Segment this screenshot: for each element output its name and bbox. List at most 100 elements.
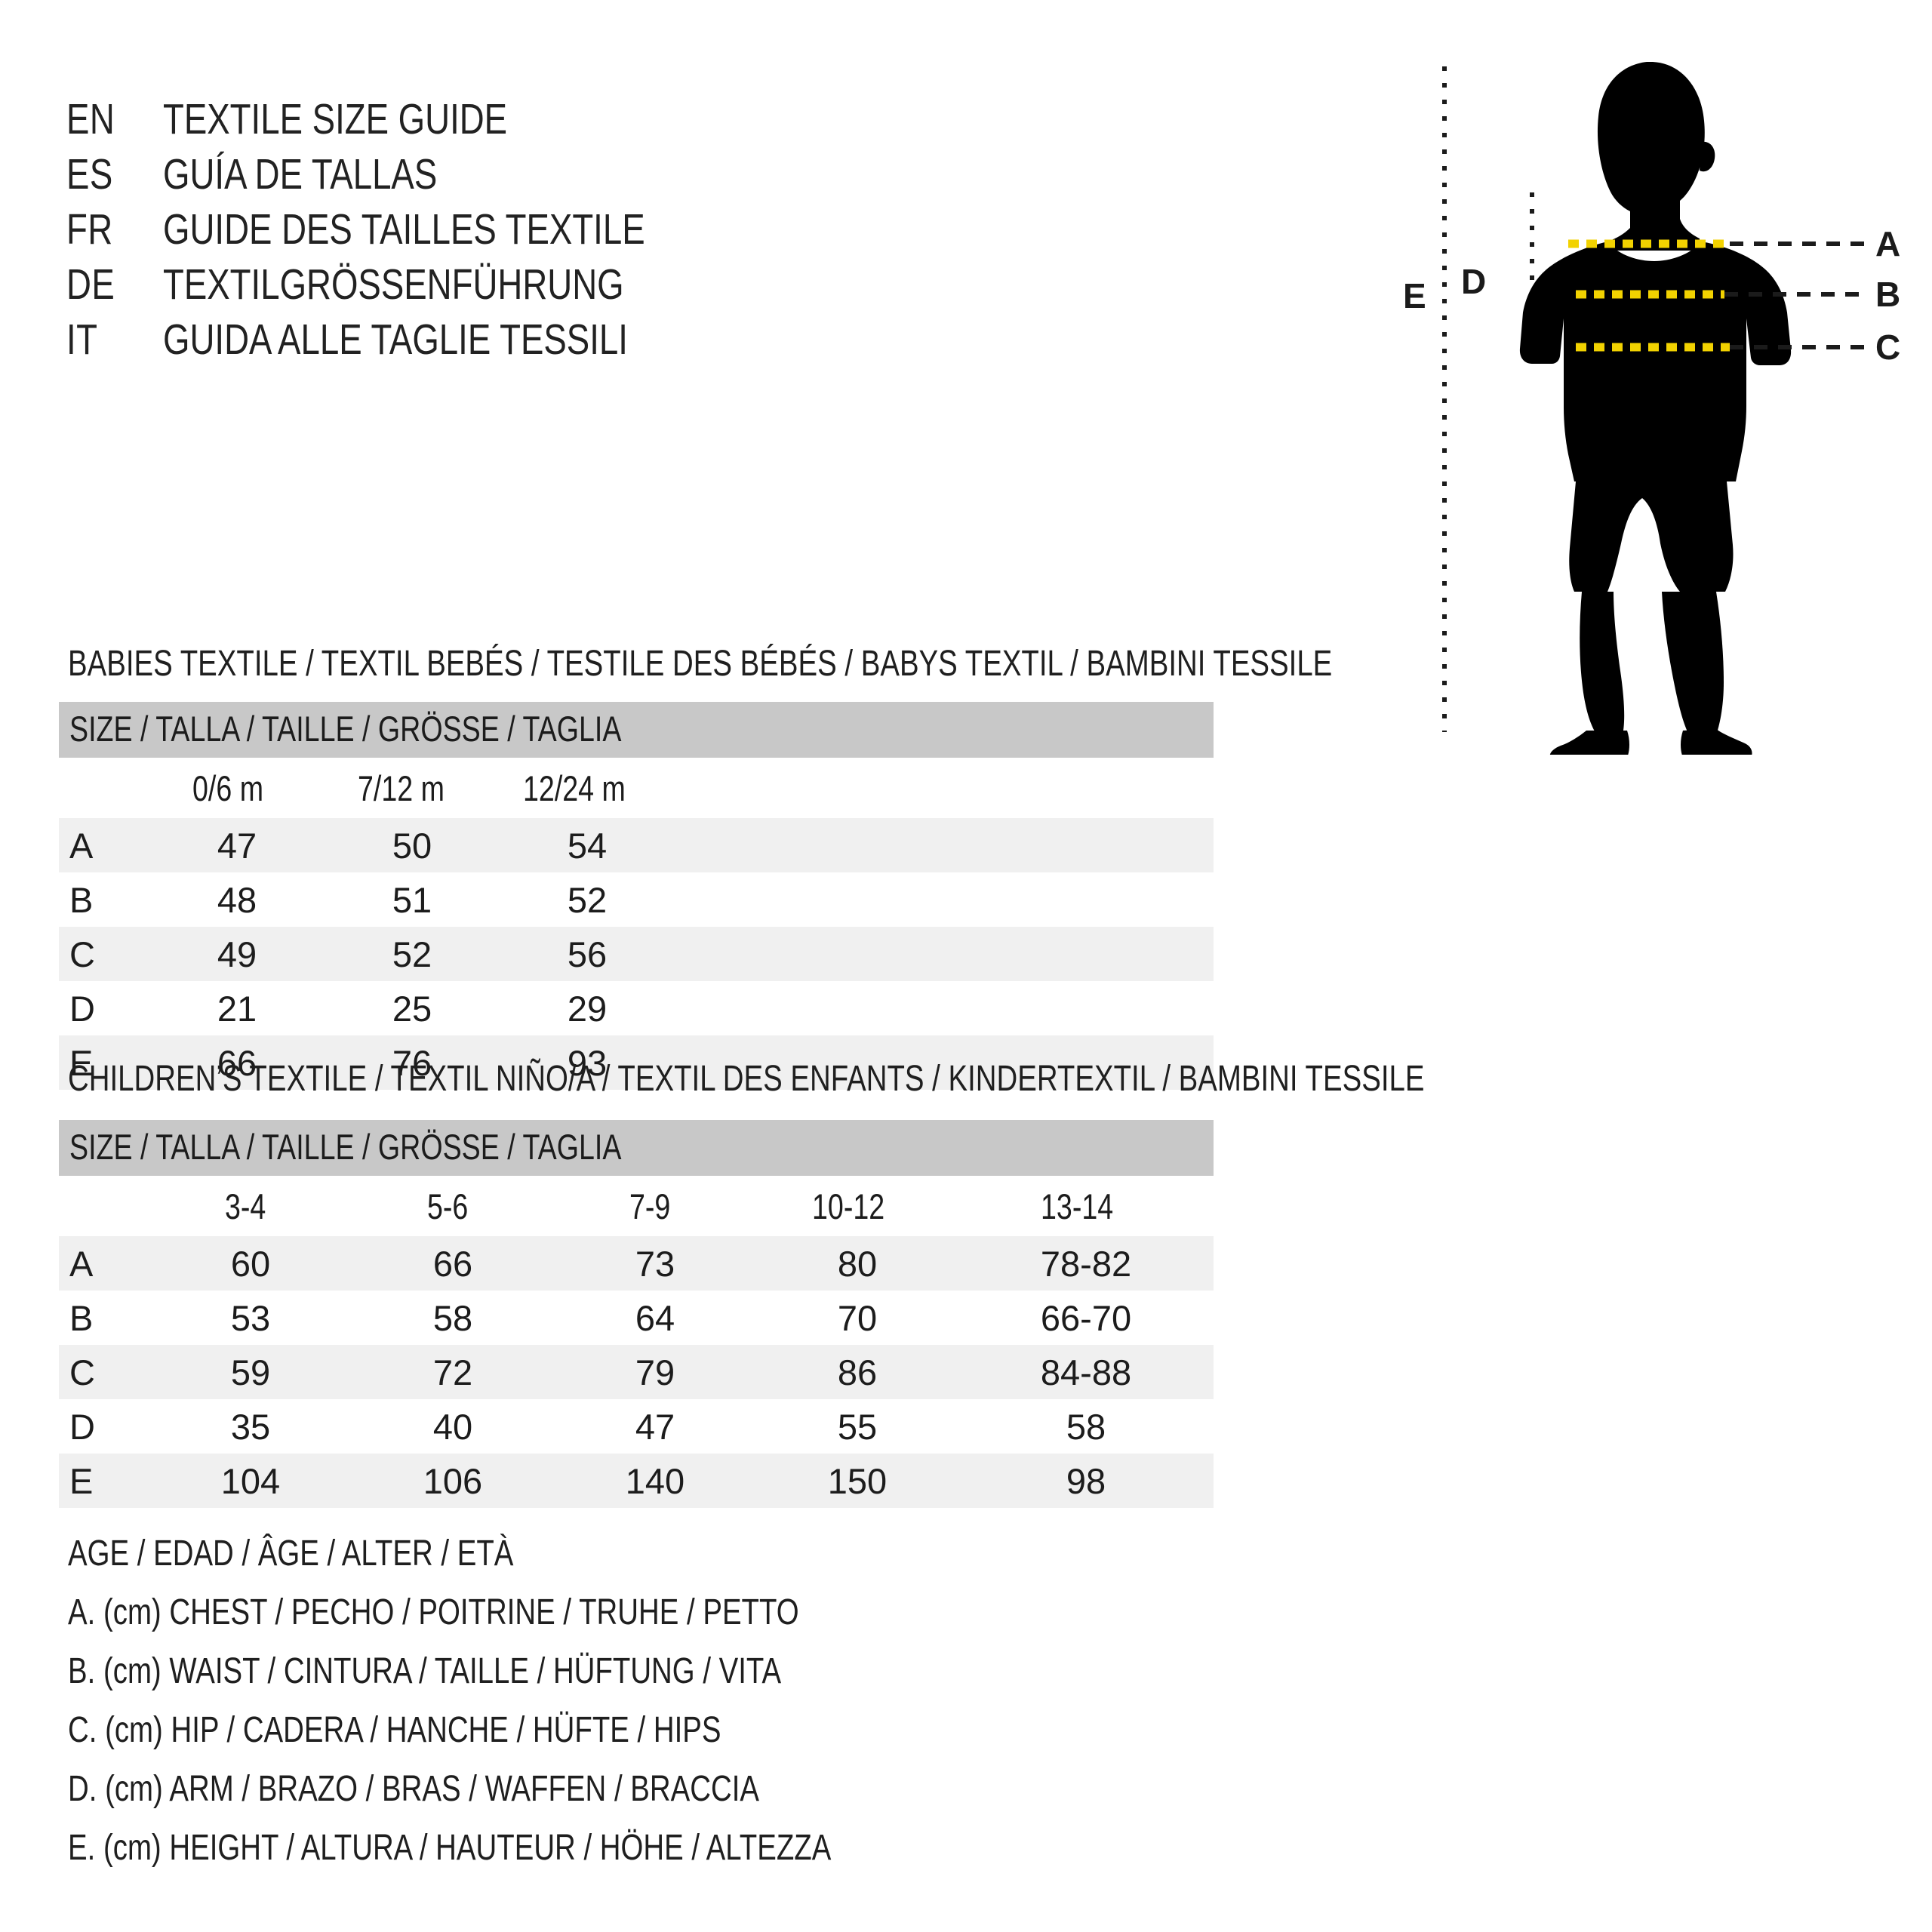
- table-row: B 53 58 64 70 66-70: [59, 1291, 1214, 1345]
- title-text-it: GUIDA ALLE TAGLIE TESSILI: [163, 315, 628, 364]
- children-size-table: SIZE / TALLA / TAILLE / GRÖSSE / TAGLIA …: [59, 1120, 1214, 1508]
- children-cell-e-0: 104: [149, 1454, 352, 1508]
- table-row: B 48 51 52: [59, 872, 1214, 927]
- babies-col-header-2: 12/24 m: [500, 758, 675, 818]
- legend-line-e: E. (cm) HEIGHT / ALTURA / HAUTEUR / HÖHE…: [68, 1828, 832, 1868]
- babies-cell-d-0: 21: [149, 981, 325, 1035]
- babies-cell-d-1: 25: [325, 981, 500, 1035]
- children-column-header-row: 3-4 5-6 7-9 10-12 13-14: [59, 1176, 1214, 1236]
- children-cell-a-4: 78-82: [958, 1236, 1214, 1291]
- legend-line-a: A. (cm) CHEST / PECHO / POITRINE / TRUHE…: [68, 1592, 799, 1632]
- children-cell-e-2: 140: [554, 1454, 756, 1508]
- babies-cell-e-0: 66: [149, 1035, 325, 1090]
- children-row-label-e: E: [59, 1454, 149, 1508]
- title-row-fr: FR GUIDE DES TAILLES TEXTILE: [66, 202, 1198, 257]
- children-cell-a-2: 73: [554, 1236, 756, 1291]
- children-cell-a-1: 66: [352, 1236, 554, 1291]
- children-cell-d-2: 47: [554, 1399, 756, 1454]
- table-row: C 49 52 56: [59, 927, 1214, 981]
- children-cell-d-1: 40: [352, 1399, 554, 1454]
- children-cell-e-1: 106: [352, 1454, 554, 1508]
- children-cell-c-1: 72: [352, 1345, 554, 1399]
- children-band-label: SIZE / TALLA / TAILLE / GRÖSSE / TAGLIA: [59, 1120, 1214, 1176]
- figure-label-b: B: [1875, 275, 1901, 314]
- title-row-it: IT GUIDA ALLE TAGLIE TESSILI: [66, 312, 1198, 368]
- babies-cell-b-0: 48: [149, 872, 325, 927]
- measurement-legend: AGE / EDAD / ÂGE / ALTER / ETÀ A. (cm) C…: [68, 1524, 1275, 1878]
- babies-cell-b-1: 51: [325, 872, 500, 927]
- title-row-de: DE TEXTILGRÖSSENFÜHRUNG: [66, 257, 1198, 312]
- children-cell-b-4: 66-70: [958, 1291, 1214, 1345]
- children-cell-d-3: 55: [756, 1399, 958, 1454]
- title-lang-de: DE: [66, 260, 115, 309]
- legend-line-age: AGE / EDAD / ÂGE / ALTER / ETÀ: [68, 1534, 514, 1574]
- babies-row-label-a: A: [59, 818, 149, 872]
- title-lang-en: EN: [66, 95, 115, 143]
- babies-cell-e-1: 76: [325, 1035, 500, 1090]
- table-row: C 59 72 79 86 84-88: [59, 1345, 1214, 1399]
- babies-corner-cell: [59, 758, 149, 818]
- figure-label-c: C: [1875, 328, 1901, 367]
- figure-label-d: D: [1461, 262, 1487, 301]
- children-cell-d-4: 58: [958, 1399, 1214, 1454]
- children-cell-a-3: 80: [756, 1236, 958, 1291]
- title-block: EN TEXTILE SIZE GUIDE ES GUÍA DE TALLAS …: [66, 92, 1198, 368]
- legend-line-b: B. (cm) WAIST / CINTURA / TAILLE / HÜFTU…: [68, 1651, 782, 1691]
- table-row: A 47 50 54: [59, 818, 1214, 872]
- babies-col-spacer: [675, 758, 1214, 818]
- babies-cell-a-2: 54: [500, 818, 675, 872]
- children-row-label-a: A: [59, 1236, 149, 1291]
- babies-row-label-e: E: [59, 1035, 149, 1090]
- babies-cell-e-2: 93: [500, 1035, 675, 1090]
- table-row: E 104 106 140 150 98: [59, 1454, 1214, 1508]
- legend-line-d: D. (cm) ARM / BRAZO / BRAS / WAFFEN / BR…: [68, 1769, 759, 1809]
- children-cell-c-3: 86: [756, 1345, 958, 1399]
- babies-row-label-c: C: [59, 927, 149, 981]
- title-row-en: EN TEXTILE SIZE GUIDE: [66, 92, 1198, 147]
- babies-cell-c-1: 52: [325, 927, 500, 981]
- babies-cell-b-2: 52: [500, 872, 675, 927]
- table-row: D 21 25 29: [59, 981, 1214, 1035]
- babies-column-header-row: 0/6 m 7/12 m 12/24 m: [59, 758, 1214, 818]
- babies-row-label-d: D: [59, 981, 149, 1035]
- babies-section-caption: BABIES TEXTILE / TEXTIL BEBÉS / TESTILE …: [68, 644, 1333, 684]
- babies-col-header-1: 7/12 m: [325, 758, 500, 818]
- children-band-row: SIZE / TALLA / TAILLE / GRÖSSE / TAGLIA: [59, 1120, 1214, 1176]
- children-cell-b-1: 58: [352, 1291, 554, 1345]
- children-cell-e-4: 98: [958, 1454, 1214, 1508]
- child-silhouette: [1519, 62, 1792, 755]
- babies-cell-b-spacer: [675, 872, 1214, 927]
- title-text-fr: GUIDE DES TAILLES TEXTILE: [163, 205, 645, 254]
- babies-cell-c-2: 56: [500, 927, 675, 981]
- children-row-label-d: D: [59, 1399, 149, 1454]
- legend-line-c: C. (cm) HIP / CADERA / HANCHE / HÜFTE / …: [68, 1710, 721, 1750]
- children-cell-c-0: 59: [149, 1345, 352, 1399]
- children-cell-a-0: 60: [149, 1236, 352, 1291]
- title-lang-fr: FR: [66, 205, 113, 254]
- children-corner-cell: [59, 1176, 149, 1236]
- children-cell-b-3: 70: [756, 1291, 958, 1345]
- babies-cell-a-0: 47: [149, 818, 325, 872]
- title-lang-es: ES: [66, 150, 113, 198]
- children-cell-d-0: 35: [149, 1399, 352, 1454]
- title-text-de: TEXTILGRÖSSENFÜHRUNG: [163, 260, 624, 309]
- children-row-label-b: B: [59, 1291, 149, 1345]
- children-col-header-3: 10-12: [756, 1176, 958, 1236]
- babies-cell-d-spacer: [675, 981, 1214, 1035]
- babies-cell-a-spacer: [675, 818, 1214, 872]
- babies-cell-e-spacer: [675, 1035, 1214, 1090]
- table-row: A 60 66 73 80 78-82: [59, 1236, 1214, 1291]
- body-measurement-diagram: A B C D E: [1381, 53, 1932, 755]
- table-row: E 66 76 93: [59, 1035, 1214, 1090]
- babies-size-table: SIZE / TALLA / TAILLE / GRÖSSE / TAGLIA …: [59, 702, 1214, 1090]
- figure-label-a: A: [1875, 224, 1901, 263]
- children-cell-c-4: 84-88: [958, 1345, 1214, 1399]
- figure-label-e: E: [1403, 276, 1426, 315]
- children-section-caption: CHILDREN’S TEXTILE / TEXTIL NIÑO/A / TEX…: [68, 1059, 1425, 1099]
- babies-row-label-b: B: [59, 872, 149, 927]
- title-row-es: ES GUÍA DE TALLAS: [66, 147, 1198, 202]
- children-col-header-4: 13-14: [958, 1176, 1214, 1236]
- babies-cell-c-0: 49: [149, 927, 325, 981]
- children-col-header-2: 7-9: [554, 1176, 756, 1236]
